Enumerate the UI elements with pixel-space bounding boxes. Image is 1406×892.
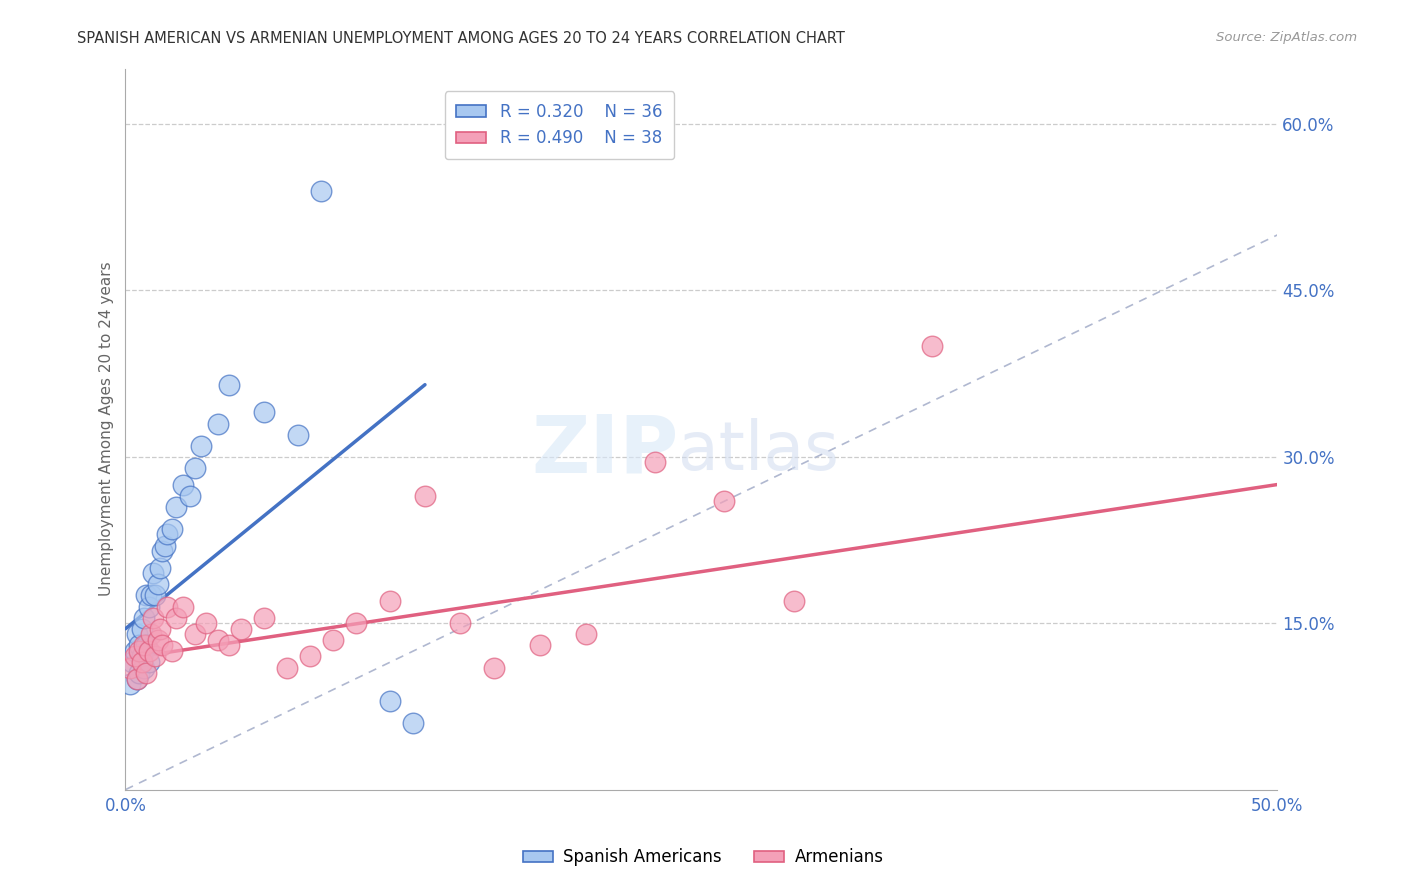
Point	[253, 405, 276, 419]
Point	[128, 666, 150, 681]
Point	[207, 417, 229, 431]
Point	[253, 610, 276, 624]
Point	[172, 599, 194, 614]
Y-axis label: Unemployment Among Ages 20 to 24 years: Unemployment Among Ages 20 to 24 years	[100, 261, 114, 597]
Point	[153, 539, 176, 553]
Point	[183, 627, 205, 641]
Point	[124, 649, 146, 664]
Text: Source: ZipAtlas.com: Source: ZipAtlas.com	[1216, 31, 1357, 45]
Point	[165, 610, 187, 624]
Point	[146, 577, 169, 591]
Point	[139, 589, 162, 603]
Point	[121, 655, 143, 669]
Point	[160, 644, 183, 658]
Point	[138, 644, 160, 658]
Point	[135, 589, 157, 603]
Point	[128, 639, 150, 653]
Point	[218, 639, 240, 653]
Point	[183, 461, 205, 475]
Point	[172, 477, 194, 491]
Point	[575, 627, 598, 641]
Point	[132, 660, 155, 674]
Point	[311, 184, 333, 198]
Point	[142, 610, 165, 624]
Point	[138, 655, 160, 669]
Point	[149, 560, 172, 574]
Point	[145, 649, 167, 664]
Point	[138, 599, 160, 614]
Point	[132, 610, 155, 624]
Point	[380, 694, 402, 708]
Point	[165, 500, 187, 514]
Point	[156, 527, 179, 541]
Point	[402, 716, 425, 731]
Point	[146, 632, 169, 647]
Point	[128, 644, 150, 658]
Point	[120, 677, 142, 691]
Point	[125, 627, 148, 641]
Point	[413, 489, 436, 503]
Point	[135, 639, 157, 653]
Point	[150, 544, 173, 558]
Point	[218, 377, 240, 392]
Point	[287, 427, 309, 442]
Text: ZIP: ZIP	[531, 412, 679, 490]
Point	[229, 622, 252, 636]
Point	[139, 627, 162, 641]
Point	[644, 455, 666, 469]
Point	[150, 639, 173, 653]
Point	[276, 660, 298, 674]
Point	[149, 622, 172, 636]
Point	[713, 494, 735, 508]
Point	[207, 632, 229, 647]
Point	[125, 672, 148, 686]
Point	[132, 639, 155, 653]
Point	[145, 589, 167, 603]
Point	[135, 666, 157, 681]
Point	[380, 594, 402, 608]
Point	[131, 655, 153, 669]
Point	[179, 489, 201, 503]
Point	[125, 672, 148, 686]
Point	[160, 522, 183, 536]
Point	[120, 660, 142, 674]
Text: SPANISH AMERICAN VS ARMENIAN UNEMPLOYMENT AMONG AGES 20 TO 24 YEARS CORRELATION : SPANISH AMERICAN VS ARMENIAN UNEMPLOYMEN…	[77, 31, 845, 46]
Point	[142, 566, 165, 581]
Point	[298, 649, 321, 664]
Point	[131, 622, 153, 636]
Point	[156, 599, 179, 614]
Point	[921, 339, 943, 353]
Legend: R = 0.320    N = 36, R = 0.490    N = 38: R = 0.320 N = 36, R = 0.490 N = 38	[444, 91, 673, 159]
Legend: Spanish Americans, Armenians: Spanish Americans, Armenians	[516, 842, 890, 873]
Point	[529, 639, 551, 653]
Point	[322, 632, 344, 647]
Point	[195, 616, 218, 631]
Point	[449, 616, 471, 631]
Text: atlas: atlas	[679, 417, 839, 483]
Point	[782, 594, 804, 608]
Point	[131, 649, 153, 664]
Point	[190, 439, 212, 453]
Point	[124, 644, 146, 658]
Point	[344, 616, 367, 631]
Point	[482, 660, 505, 674]
